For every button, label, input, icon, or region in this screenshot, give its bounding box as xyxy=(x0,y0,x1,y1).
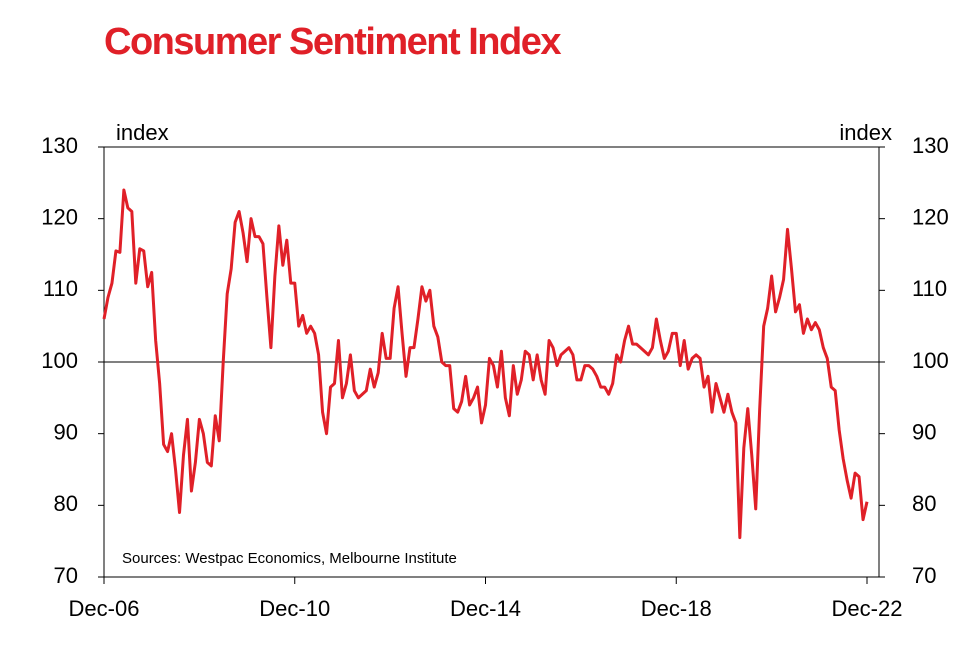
y2-axis-label: index xyxy=(839,120,892,145)
y2-tick-label: 100 xyxy=(912,348,949,373)
y2-tick-label: 130 xyxy=(912,133,949,158)
x-tick-label: Dec-22 xyxy=(832,596,903,621)
x-tick-label: Dec-18 xyxy=(641,596,712,621)
y2-tick-label: 110 xyxy=(912,276,947,301)
source-note: Sources: Westpac Economics, Melbourne In… xyxy=(122,550,457,567)
y2-tick-label: 80 xyxy=(912,491,936,516)
y2-tick-label: 70 xyxy=(912,563,936,588)
y-tick-label: 70 xyxy=(54,563,78,588)
chart-title: Consumer Sentiment Index xyxy=(104,21,561,63)
y2-tick-label: 120 xyxy=(912,204,949,229)
sentiment-line xyxy=(102,188,869,540)
y-tick-label: 90 xyxy=(54,419,78,444)
y-tick-label: 110 xyxy=(43,276,78,301)
x-tick-label: Dec-10 xyxy=(259,596,330,621)
x-tick-label: Dec-14 xyxy=(450,596,521,621)
y-tick-label: 80 xyxy=(54,491,78,516)
x-tick-label: Dec-06 xyxy=(69,596,140,621)
y-tick-label: 120 xyxy=(41,204,78,229)
y2-tick-label: 90 xyxy=(912,419,936,444)
y-tick-label: 130 xyxy=(41,133,78,158)
y-tick-label: 100 xyxy=(41,348,78,373)
y-axis-label: index xyxy=(116,120,169,145)
